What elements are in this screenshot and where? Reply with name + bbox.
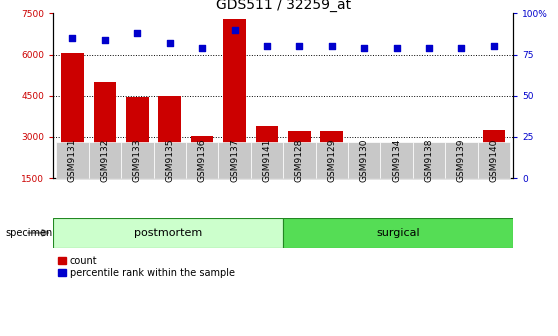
Point xyxy=(68,36,77,41)
Bar xyxy=(320,131,343,219)
Bar xyxy=(186,142,218,178)
Text: GSM9132: GSM9132 xyxy=(100,139,109,182)
Text: GSM9130: GSM9130 xyxy=(360,138,369,182)
Text: GSM9139: GSM9139 xyxy=(457,138,466,182)
Point xyxy=(230,27,239,33)
Text: GSM9136: GSM9136 xyxy=(198,138,206,182)
Bar xyxy=(381,142,413,178)
Text: postmortem: postmortem xyxy=(134,228,202,238)
Bar xyxy=(348,142,381,178)
Bar xyxy=(153,142,186,178)
Point xyxy=(328,44,336,49)
Point xyxy=(295,44,304,49)
Text: GSM9128: GSM9128 xyxy=(295,139,304,182)
Bar xyxy=(478,142,510,178)
Bar xyxy=(316,142,348,178)
Bar xyxy=(223,19,246,219)
Text: GSM9134: GSM9134 xyxy=(392,139,401,182)
Bar xyxy=(386,154,408,219)
Bar xyxy=(94,82,116,219)
Text: GSM9131: GSM9131 xyxy=(68,138,77,182)
Bar xyxy=(283,218,513,248)
Title: GDS511 / 32259_at: GDS511 / 32259_at xyxy=(215,0,351,12)
Bar xyxy=(126,97,148,219)
Text: GSM9140: GSM9140 xyxy=(489,139,498,182)
Bar xyxy=(445,142,478,178)
Bar xyxy=(256,126,278,219)
Bar xyxy=(288,131,311,219)
Bar xyxy=(53,218,283,248)
Text: GSM9138: GSM9138 xyxy=(425,138,434,182)
Point xyxy=(392,45,401,51)
Bar xyxy=(483,130,505,219)
Bar xyxy=(283,142,316,178)
Point xyxy=(133,31,142,36)
Bar xyxy=(353,154,376,219)
Bar xyxy=(251,142,283,178)
Bar xyxy=(61,53,84,219)
Bar xyxy=(56,142,89,178)
Point xyxy=(360,45,369,51)
Bar xyxy=(89,142,121,178)
Point xyxy=(198,45,206,51)
Bar xyxy=(450,178,473,219)
Point xyxy=(489,44,498,49)
Point xyxy=(165,40,174,46)
Text: GSM9137: GSM9137 xyxy=(230,138,239,182)
Text: surgical: surgical xyxy=(377,228,420,238)
Bar xyxy=(413,142,445,178)
Bar xyxy=(418,162,440,219)
Text: GSM9129: GSM9129 xyxy=(328,139,336,182)
Bar xyxy=(158,96,181,219)
Bar xyxy=(191,135,214,219)
Text: GSM9141: GSM9141 xyxy=(262,139,272,182)
Point xyxy=(100,37,109,42)
Point xyxy=(262,44,271,49)
Text: GSM9133: GSM9133 xyxy=(133,138,142,182)
Text: specimen: specimen xyxy=(6,228,53,238)
Legend: count, percentile rank within the sample: count, percentile rank within the sample xyxy=(58,256,234,278)
Point xyxy=(425,45,434,51)
Bar xyxy=(121,142,153,178)
Bar xyxy=(218,142,251,178)
Text: GSM9135: GSM9135 xyxy=(165,138,174,182)
Point xyxy=(457,45,466,51)
